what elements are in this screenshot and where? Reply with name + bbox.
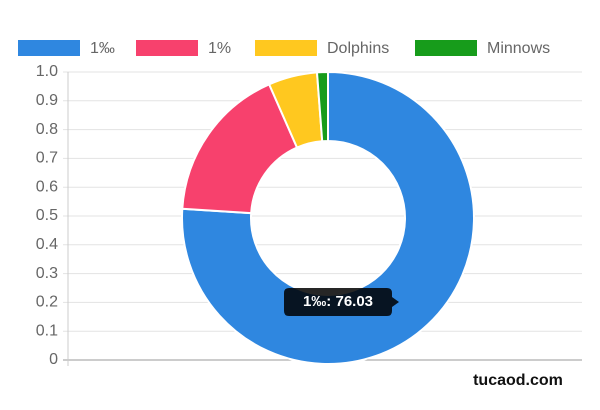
legend-swatch — [18, 40, 80, 56]
tooltip-text: 1‰: 76.03 — [303, 293, 373, 310]
legend-label: 1% — [208, 40, 231, 57]
y-tick-label: 0.7 — [36, 150, 58, 167]
watermark: tucaod.com — [473, 372, 563, 389]
y-tick-label: 0.4 — [36, 236, 58, 253]
legend-label: Dolphins — [327, 40, 389, 57]
legend-swatch — [136, 40, 198, 56]
y-tick-label: 0.2 — [36, 294, 58, 311]
doughnut-segment — [315, 70, 329, 143]
y-tick-label: 1.0 — [36, 63, 58, 80]
y-tick-label: 0 — [49, 351, 58, 368]
y-tick-label: 0.6 — [36, 178, 58, 195]
y-tick-label: 0.9 — [36, 92, 58, 109]
legend-swatch — [255, 40, 317, 56]
tooltip-box — [284, 288, 399, 316]
legend-swatch — [415, 40, 477, 56]
y-tick-label: 0.8 — [36, 121, 58, 138]
legend-label: 1‰ — [90, 40, 115, 57]
y-tick-label: 0.3 — [36, 265, 58, 282]
legend-label: Minnows — [487, 40, 550, 57]
doughnut-segment — [181, 70, 475, 365]
y-tick-label: 0.5 — [36, 207, 58, 224]
y-tick-label: 0.1 — [36, 322, 58, 339]
